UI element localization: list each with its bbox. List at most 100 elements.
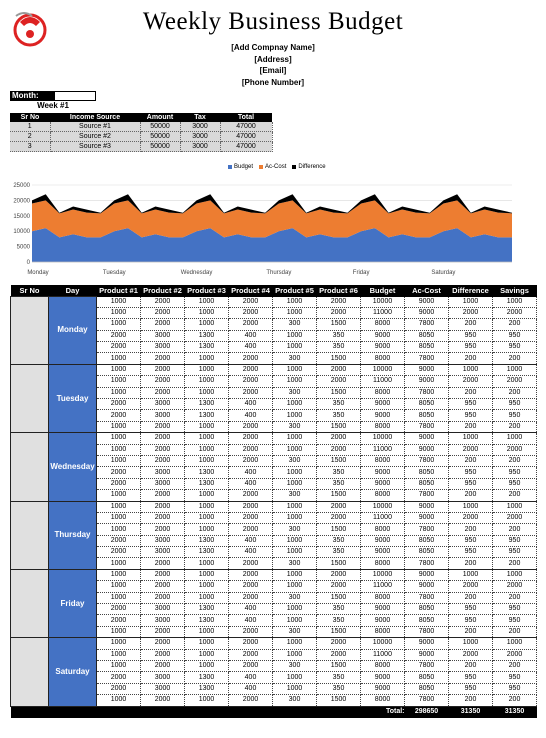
value-cell[interactable]: 400 (228, 603, 273, 616)
value-cell[interactable]: 2000 (492, 307, 537, 320)
value-cell[interactable]: 1300 (184, 341, 229, 354)
value-cell[interactable]: 3000 (140, 330, 185, 343)
value-cell[interactable]: 200 (492, 421, 537, 434)
value-cell[interactable]: 2000 (140, 375, 185, 388)
value-cell[interactable]: 11000 (360, 307, 405, 320)
value-cell[interactable]: 9000 (404, 307, 449, 320)
value-cell[interactable]: 350 (316, 683, 361, 696)
value-cell[interactable]: 300 (272, 318, 317, 331)
value-cell[interactable]: 1000 (184, 649, 229, 662)
value-cell[interactable]: 8050 (404, 603, 449, 616)
value-cell[interactable]: 11000 (360, 649, 405, 662)
value-cell[interactable]: 2000 (228, 375, 273, 388)
value-cell[interactable]: 2000 (228, 569, 273, 582)
value-cell[interactable]: 1000 (96, 580, 141, 593)
value-cell[interactable]: 300 (272, 660, 317, 673)
value-cell[interactable]: 8000 (360, 694, 405, 707)
value-cell[interactable]: 950 (448, 535, 493, 548)
value-cell[interactable]: 950 (492, 546, 537, 559)
value-cell[interactable]: 2000 (228, 557, 273, 570)
value-cell[interactable]: 200 (448, 352, 493, 365)
value-cell[interactable]: 9000 (404, 444, 449, 456)
value-cell[interactable]: 2000 (448, 649, 493, 662)
value-cell[interactable]: 9000 (404, 296, 449, 308)
value-cell[interactable]: 200 (448, 626, 493, 639)
value-cell[interactable]: 1000 (448, 364, 493, 377)
value-cell[interactable]: 2000 (448, 444, 493, 456)
value-cell[interactable]: 400 (228, 478, 273, 491)
value-cell[interactable]: 7800 (404, 557, 449, 570)
value-cell[interactable]: 200 (448, 387, 493, 400)
value-cell[interactable]: 3000 (140, 535, 185, 548)
value-cell[interactable]: 8000 (360, 660, 405, 673)
value-cell[interactable]: 2000 (140, 352, 185, 365)
value-cell[interactable]: 2000 (140, 501, 185, 513)
value-cell[interactable]: 1300 (184, 478, 229, 491)
value-cell[interactable]: 8000 (360, 626, 405, 639)
value-cell[interactable]: 1000 (96, 364, 141, 377)
value-cell[interactable]: 2000 (492, 580, 537, 593)
income-cell[interactable]: 3000 (180, 141, 221, 152)
value-cell[interactable]: 2000 (316, 512, 361, 525)
value-cell[interactable]: 300 (272, 352, 317, 365)
value-cell[interactable]: 1000 (448, 296, 493, 308)
value-cell[interactable]: 2000 (228, 501, 273, 513)
value-cell[interactable]: 1500 (316, 489, 361, 502)
value-cell[interactable]: 9000 (360, 603, 405, 616)
value-cell[interactable]: 7800 (404, 352, 449, 365)
value-cell[interactable]: 2000 (96, 398, 141, 411)
value-cell[interactable]: 3000 (140, 466, 185, 479)
value-cell[interactable]: 10000 (360, 296, 405, 308)
value-cell[interactable]: 200 (492, 455, 537, 468)
value-cell[interactable]: 350 (316, 614, 361, 627)
value-cell[interactable]: 200 (448, 523, 493, 536)
value-cell[interactable]: 1000 (96, 569, 141, 582)
value-cell[interactable]: 200 (492, 318, 537, 331)
value-cell[interactable]: 1000 (184, 637, 229, 650)
value-cell[interactable]: 1300 (184, 671, 229, 684)
value-cell[interactable]: 1000 (184, 421, 229, 434)
value-cell[interactable]: 950 (492, 683, 537, 696)
value-cell[interactable]: 7800 (404, 592, 449, 605)
value-cell[interactable]: 8050 (404, 614, 449, 627)
income-cell[interactable]: 50000 (140, 141, 181, 152)
value-cell[interactable]: 9000 (360, 330, 405, 343)
value-cell[interactable]: 1000 (272, 614, 317, 627)
value-cell[interactable]: 2000 (228, 455, 273, 468)
value-cell[interactable]: 200 (448, 660, 493, 673)
value-cell[interactable]: 1000 (96, 421, 141, 434)
value-cell[interactable]: 1300 (184, 603, 229, 616)
value-cell[interactable]: 1000 (448, 432, 493, 445)
value-cell[interactable]: 950 (492, 330, 537, 343)
value-cell[interactable]: 1000 (272, 671, 317, 684)
value-cell[interactable]: 8050 (404, 409, 449, 422)
value-cell[interactable]: 1500 (316, 387, 361, 400)
value-cell[interactable]: 950 (492, 535, 537, 548)
value-cell[interactable]: 2000 (140, 694, 185, 707)
value-cell[interactable]: 950 (448, 671, 493, 684)
value-cell[interactable]: 11000 (360, 375, 405, 388)
value-cell[interactable]: 2000 (228, 512, 273, 525)
value-cell[interactable]: 2000 (316, 432, 361, 445)
value-cell[interactable]: 1000 (272, 512, 317, 525)
value-cell[interactable]: 9000 (360, 535, 405, 548)
value-cell[interactable]: 350 (316, 409, 361, 422)
value-cell[interactable]: 8050 (404, 466, 449, 479)
value-cell[interactable]: 1000 (184, 557, 229, 570)
value-cell[interactable]: 200 (492, 626, 537, 639)
value-cell[interactable]: 950 (448, 330, 493, 343)
value-cell[interactable]: 2000 (316, 569, 361, 582)
value-cell[interactable]: 1000 (96, 694, 141, 707)
value-cell[interactable]: 2000 (492, 444, 537, 456)
value-cell[interactable]: 1000 (492, 364, 537, 377)
value-cell[interactable]: 2000 (140, 569, 185, 582)
value-cell[interactable]: 1000 (184, 569, 229, 582)
value-cell[interactable]: 1500 (316, 318, 361, 331)
value-cell[interactable]: 8000 (360, 455, 405, 468)
value-cell[interactable]: 1000 (272, 546, 317, 559)
value-cell[interactable]: 2000 (228, 694, 273, 707)
value-cell[interactable]: 200 (448, 421, 493, 434)
value-cell[interactable]: 950 (448, 614, 493, 627)
value-cell[interactable]: 950 (492, 341, 537, 354)
value-cell[interactable]: 1000 (272, 444, 317, 456)
